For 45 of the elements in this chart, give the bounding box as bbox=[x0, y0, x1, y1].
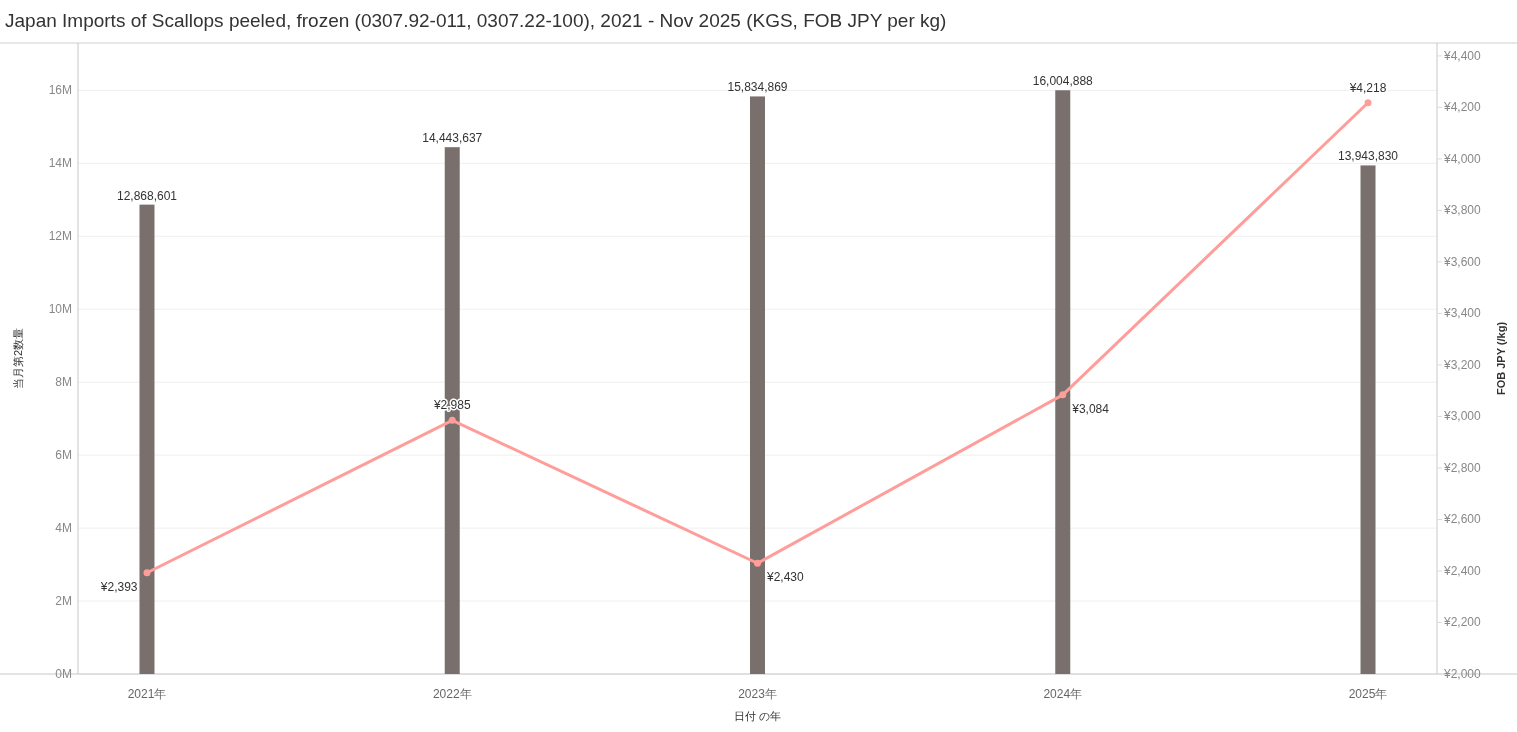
y-tick-label: 4M bbox=[55, 521, 72, 536]
y2-tick-label: ¥3,600 bbox=[1443, 254, 1482, 269]
y-tick-label: 0M bbox=[55, 667, 72, 681]
data-label: ¥2,393 bbox=[99, 579, 138, 594]
point bbox=[1059, 391, 1067, 399]
point bbox=[1364, 99, 1372, 107]
point bbox=[754, 559, 761, 567]
y-tick-label: 8M bbox=[55, 375, 72, 390]
data-label: 15,834,869 bbox=[727, 80, 788, 95]
y2-tick-label: ¥3,000 bbox=[1443, 409, 1482, 424]
y2label: FOB JPY (/kg) bbox=[1495, 321, 1507, 396]
y2-tick-label: ¥4,200 bbox=[1443, 100, 1482, 115]
y-tick-label: 10M bbox=[48, 302, 72, 317]
x-tick-label: 2021年 bbox=[127, 687, 167, 701]
y2-tick-label: ¥2,400 bbox=[1443, 563, 1482, 578]
data-label: ¥3,084 bbox=[1071, 401, 1110, 416]
y2-tick-label: ¥3,800 bbox=[1443, 203, 1482, 218]
title: Japan Imports of Scallops peeled, frozen (0307.92-011, 0307.22-100), 2021 - Nov 2025 (KGS, FOB JPY per kg) bbox=[5, 10, 947, 31]
y-tick-label: 14M bbox=[48, 156, 72, 171]
point bbox=[448, 416, 456, 424]
data-label: 12,868,601 bbox=[116, 188, 178, 203]
xlabel: 日付 の年 bbox=[733, 710, 782, 722]
y2-tick-label: ¥2,600 bbox=[1443, 512, 1482, 527]
x-tick-label: 2023年 bbox=[738, 687, 777, 701]
y2-tick-label: ¥3,400 bbox=[1443, 306, 1482, 321]
data-label: 14,443,637 bbox=[422, 131, 483, 146]
y2-tick-label: ¥3,200 bbox=[1443, 357, 1482, 372]
y-tick-label: 16M bbox=[48, 83, 72, 98]
data-label: 16,004,888 bbox=[1032, 74, 1094, 89]
ylabel: 当月第2数量 bbox=[12, 327, 24, 390]
y2-tick-label: ¥4,000 bbox=[1443, 151, 1482, 166]
x-tick-label: 2025年 bbox=[1348, 687, 1388, 701]
y2-tick-label: ¥2,000 bbox=[1443, 667, 1482, 681]
data-label: 13,943,830 bbox=[1337, 149, 1399, 164]
x-tick-label: 2024年 bbox=[1043, 687, 1083, 701]
y-tick-label: 2M bbox=[55, 594, 72, 609]
y2-tick-label: ¥4,400 bbox=[1443, 48, 1482, 63]
y2-tick-label: ¥2,200 bbox=[1443, 615, 1482, 630]
y-tick-label: 12M bbox=[48, 229, 72, 244]
y-tick-label: 6M bbox=[55, 448, 72, 463]
data-label: ¥2,430 bbox=[766, 570, 805, 585]
y2-tick-label: ¥2,800 bbox=[1443, 460, 1482, 475]
point bbox=[143, 569, 151, 577]
x-tick-label: 2022年 bbox=[432, 687, 472, 701]
data-label: ¥4,218 bbox=[1348, 80, 1387, 95]
